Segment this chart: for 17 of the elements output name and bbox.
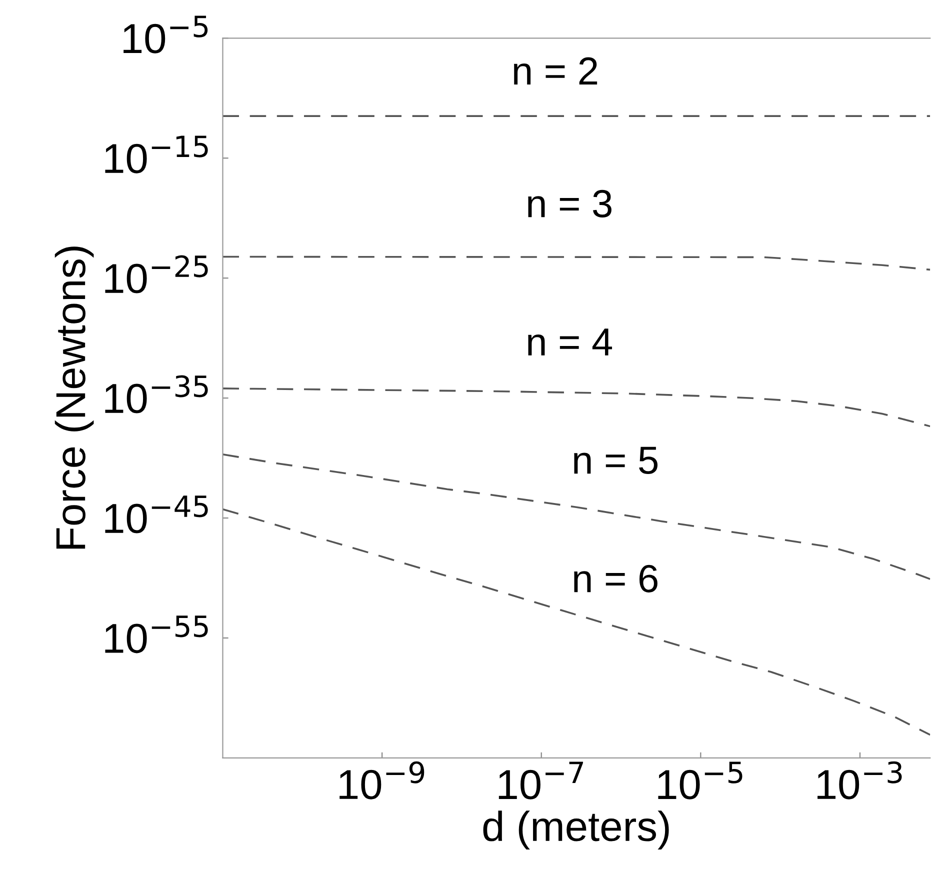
series-label: n = 6 [574, 564, 658, 592]
y-tick-label: 10$^{−15}$ [105, 136, 208, 174]
series-label: n = 2 [514, 57, 598, 84]
series-label: n = 5 [574, 446, 658, 474]
x-axis-title: d (meters) [483, 810, 669, 850]
y-tick-label: 10$^{−5}$ [124, 16, 208, 54]
x-tick-label: 10$^{−3}$ [818, 761, 902, 800]
y-tick-label: 10$^{−55}$ [105, 616, 208, 654]
y-tick-label: 10$^{−35}$ [105, 375, 208, 414]
y-tick-label: 10$^{−45}$ [105, 496, 208, 534]
series-label: n = 4 [528, 328, 612, 356]
x-tick-label: 10$^{−7}$ [498, 762, 583, 800]
x-tick-label: 10$^{−9}$ [340, 761, 424, 800]
x-tick-label: 10$^{−5}$ [658, 762, 742, 800]
y-axis-title: Force (Newtons) [54, 246, 94, 549]
series-label: n = 3 [528, 190, 612, 218]
y-tick-label: 10$^{−25}$ [105, 255, 208, 294]
